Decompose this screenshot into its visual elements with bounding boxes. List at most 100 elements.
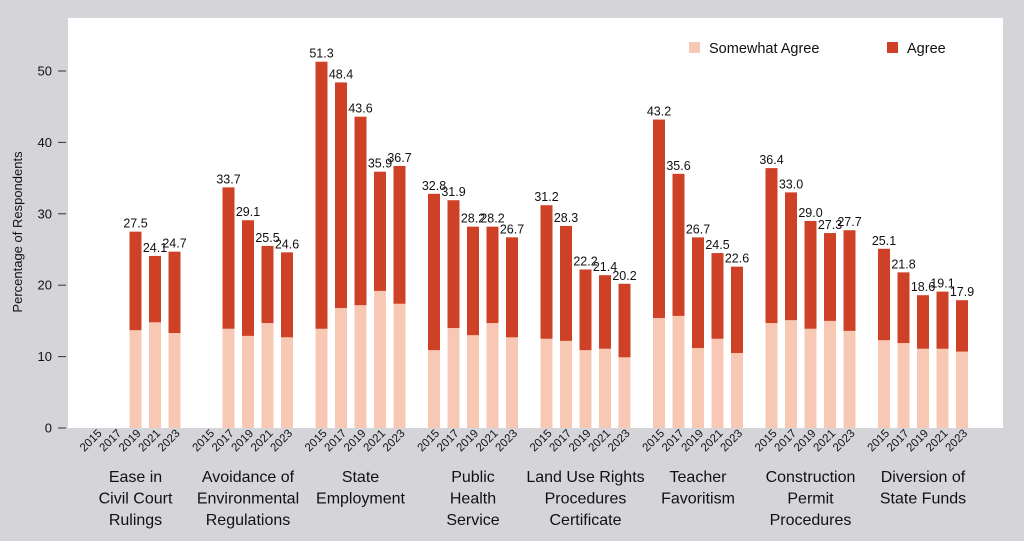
- year-label: 2017: [660, 428, 687, 455]
- year-label: 2023: [606, 428, 633, 455]
- year-label: 2017: [98, 428, 125, 455]
- bar-agree: [917, 295, 929, 349]
- bar-agree: [765, 168, 778, 324]
- bar-agree: [897, 272, 910, 344]
- legend-item-somewhat-agree: Somewhat Agree: [689, 41, 819, 57]
- bar-somewhat-agree: [653, 318, 665, 428]
- bar-agree: [579, 269, 592, 351]
- year-label: 2023: [381, 428, 408, 455]
- value-label: 35.9: [368, 157, 392, 171]
- year-label: 2015: [866, 428, 893, 455]
- year-label: 2021: [249, 428, 276, 455]
- group-label: Health: [450, 491, 496, 508]
- year-label: 2015: [641, 428, 668, 455]
- bar-agree: [692, 237, 704, 349]
- group-label: State Funds: [880, 491, 966, 508]
- year-label: 2021: [699, 428, 726, 455]
- bar-somewhat-agree: [843, 330, 856, 428]
- bar-agree: [281, 252, 293, 338]
- bar-agree: [149, 255, 161, 323]
- value-label: 18.6: [911, 280, 935, 294]
- bar-agree: [393, 165, 406, 304]
- value-label: 48.4: [329, 67, 353, 81]
- bar-somewhat-agree: [486, 323, 499, 428]
- legend-swatch-agree: [887, 42, 898, 53]
- group-label: Certificate: [549, 512, 621, 529]
- value-label: 21.4: [593, 260, 617, 274]
- y-axis: 0 10 20 30 40 50: [38, 64, 66, 436]
- group-label: Diversion of: [881, 469, 966, 486]
- y-tick-label: 50: [38, 64, 52, 79]
- bar-agree: [428, 193, 440, 351]
- bar-somewhat-agree: [711, 338, 724, 428]
- bar-agree: [540, 205, 553, 339]
- value-label: 43.2: [647, 105, 671, 119]
- group-label: Employment: [316, 491, 405, 508]
- year-label: 2021: [924, 428, 951, 455]
- bar-agree: [467, 226, 479, 336]
- year-label: 2015: [416, 428, 443, 455]
- bar-somewhat-agree: [560, 340, 572, 428]
- value-label: 31.2: [534, 190, 558, 204]
- value-label: 19.1: [930, 277, 954, 291]
- bar-agree: [672, 173, 685, 316]
- bar-somewhat-agree: [599, 348, 611, 428]
- bar-somewhat-agree: [281, 337, 293, 428]
- year-label: 2015: [753, 428, 780, 455]
- year-label: 2015: [78, 428, 105, 455]
- bar-agree: [843, 230, 856, 331]
- value-label: 36.4: [759, 153, 783, 167]
- bar-somewhat-agree: [467, 335, 479, 428]
- value-label: 28.2: [480, 212, 504, 226]
- bar-somewhat-agree: [540, 338, 553, 428]
- bar-somewhat-agree: [765, 323, 778, 428]
- bar-agree: [335, 82, 347, 309]
- bar-somewhat-agree: [917, 348, 929, 428]
- bar-agree: [129, 231, 142, 331]
- value-label: 22.2: [573, 254, 597, 268]
- value-label: 28.2: [461, 212, 485, 226]
- year-label: 2019: [792, 428, 819, 455]
- bar-agree: [599, 275, 611, 349]
- year-label: 2015: [303, 428, 330, 455]
- group-label: Public: [451, 469, 495, 486]
- value-label: 21.8: [891, 257, 915, 271]
- bar-agree: [956, 300, 968, 352]
- bar-agree: [878, 248, 890, 341]
- bar-somewhat-agree: [374, 290, 386, 428]
- value-label: 27.7: [837, 215, 861, 229]
- year-label: 2017: [210, 428, 237, 455]
- year-label: 2021: [812, 428, 839, 455]
- year-label: 2019: [230, 428, 257, 455]
- group-label: Service: [446, 512, 499, 529]
- value-label: 35.6: [666, 159, 690, 173]
- value-label: 33.7: [216, 172, 240, 186]
- year-label: 2017: [435, 428, 462, 455]
- value-label: 27.3: [818, 218, 842, 232]
- bar-somewhat-agree: [335, 308, 347, 428]
- value-label: 25.5: [255, 231, 279, 245]
- group-label: Procedures: [545, 491, 627, 508]
- bar-agree: [374, 171, 386, 291]
- bar-agree: [653, 119, 665, 319]
- value-label: 24.6: [275, 237, 299, 251]
- bar-somewhat-agree: [897, 343, 910, 428]
- value-label: 29.0: [798, 206, 822, 220]
- bar-somewhat-agree: [618, 357, 631, 428]
- bar-agree: [804, 220, 817, 329]
- group-label: Teacher: [670, 469, 728, 486]
- year-label: 2023: [269, 428, 296, 455]
- group-label: Environmental: [197, 491, 299, 508]
- bar-agree: [711, 253, 724, 339]
- value-label: 43.6: [348, 102, 372, 116]
- group-label: Construction: [766, 469, 856, 486]
- bar-somewhat-agree: [129, 330, 142, 428]
- bar-somewhat-agree: [878, 340, 890, 428]
- bar-somewhat-agree: [785, 320, 797, 428]
- bar-agree: [168, 251, 181, 334]
- bar-somewhat-agree: [261, 323, 274, 428]
- legend-swatch-somewhat-agree: [689, 42, 700, 53]
- year-label: 2019: [567, 428, 594, 455]
- bar-agree: [824, 233, 836, 321]
